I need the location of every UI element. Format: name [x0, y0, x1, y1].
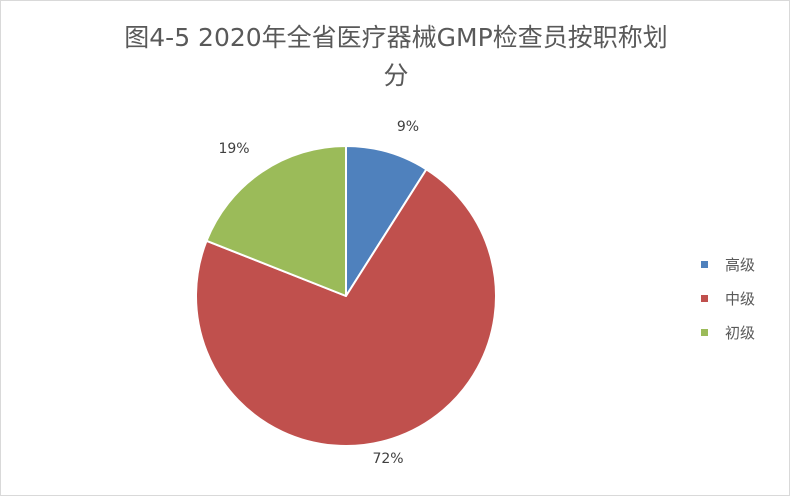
pie-slice-3: [205, 145, 347, 297]
legend-item-2: 中级: [701, 281, 781, 315]
legend-label: 初级: [725, 323, 756, 342]
legend-label: 中级: [725, 289, 756, 308]
chart-title-line-2: 分: [383, 61, 409, 90]
legend-label: 高级: [725, 255, 756, 274]
pie-slices: [195, 145, 497, 447]
data-labels: 9% 72% 19%: [218, 119, 419, 467]
pie-slice-2: [195, 168, 497, 447]
legend-swatch-icon: [701, 328, 708, 336]
chart-title: 图4-5 2020年全省医疗器械GMP检查员按职称划 分: [41, 19, 751, 95]
legend-swatch-icon: [701, 294, 708, 302]
chart-title-line-1: 图4-5 2020年全省医疗器械GMP检查员按职称划: [124, 23, 668, 52]
pie-slice-1: [345, 145, 428, 297]
legend-item-1: 高级: [701, 247, 781, 281]
data-label-1: 9%: [397, 119, 419, 135]
chart-legend: 高级 中级 初级: [701, 247, 781, 349]
data-label-2: 72%: [372, 451, 403, 467]
legend-item-3: 初级: [701, 315, 781, 349]
legend-swatch-icon: [701, 260, 708, 268]
data-label-3: 19%: [218, 141, 249, 157]
